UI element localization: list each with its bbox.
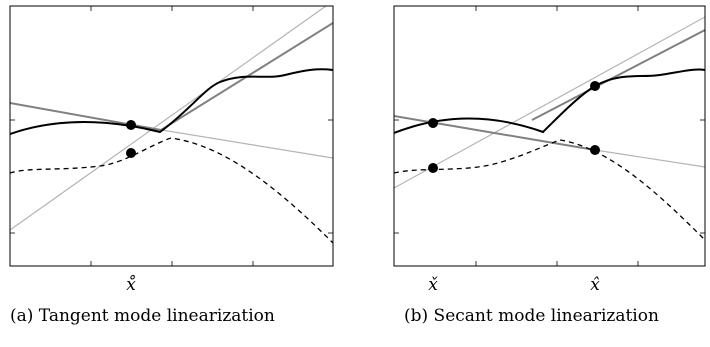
secant-dark-line-upper xyxy=(531,29,705,121)
panel-tangent: x̊ xyxy=(9,5,334,295)
secant-dark-line-left xyxy=(394,115,596,151)
secant-point-left-upper xyxy=(428,118,438,128)
tangent-solid-curve xyxy=(10,68,333,135)
caption-tangent: (a) Tangent mode linearization xyxy=(10,306,275,326)
panel-tangent-ticks xyxy=(10,6,333,266)
secant-light-line-a xyxy=(394,16,705,189)
panel-secant-plot-area xyxy=(394,16,705,241)
tangent-light-line-2 xyxy=(130,124,333,159)
tangent-light-line xyxy=(10,6,327,231)
tangent-point-upper xyxy=(126,120,136,130)
secant-tick-label-xcheck: x̌ xyxy=(428,275,438,295)
secant-tick-label-xhat: x̂ xyxy=(590,275,600,295)
tangent-dashed-curve xyxy=(10,137,333,244)
panel-tangent-frame xyxy=(9,5,334,267)
tangent-tick-label-xring: x̊ xyxy=(126,275,136,295)
panel-secant-ticks xyxy=(394,6,705,266)
secant-solid-curve xyxy=(394,68,705,134)
panel-secant-frame xyxy=(393,5,706,267)
secant-light-line-b xyxy=(594,149,705,168)
secant-point-right-upper xyxy=(590,81,600,91)
secant-point-right-lower xyxy=(590,145,600,155)
tangent-point-lower xyxy=(126,148,136,158)
panel-tangent-plot-area xyxy=(10,6,333,244)
tangent-dark-line-left xyxy=(10,102,162,131)
secant-dashed-curve xyxy=(394,139,705,241)
panel-secant: x̌ x̂ xyxy=(393,5,706,295)
secant-point-left-lower xyxy=(428,163,438,173)
caption-secant: (b) Secant mode linearization xyxy=(404,306,659,326)
